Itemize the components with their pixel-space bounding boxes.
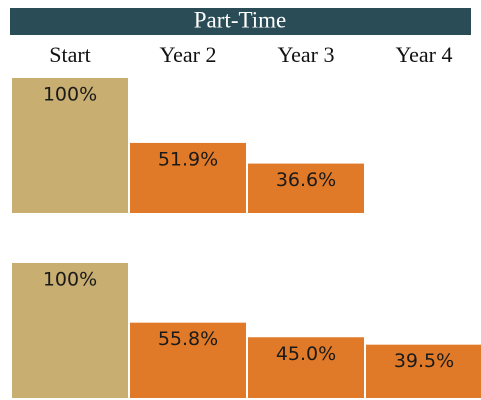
chart-title: Part-Time bbox=[194, 7, 286, 32]
bar bbox=[248, 163, 364, 213]
data-label: 100% bbox=[43, 269, 97, 291]
bar bbox=[12, 263, 128, 398]
title-band bbox=[10, 8, 471, 35]
data-label: 55.8% bbox=[158, 328, 218, 350]
data-label: 36.6% bbox=[276, 169, 336, 191]
category-label: Year 2 bbox=[159, 42, 216, 67]
bar bbox=[248, 337, 364, 398]
data-label: 45.0% bbox=[276, 343, 336, 365]
bar bbox=[366, 344, 481, 398]
category-label: Year 4 bbox=[395, 42, 452, 67]
category-label: Year 3 bbox=[277, 42, 334, 67]
data-label: 51.9% bbox=[158, 148, 218, 170]
bar bbox=[130, 322, 246, 398]
bar bbox=[12, 78, 128, 213]
data-label: 39.5% bbox=[394, 350, 454, 372]
data-label: 100% bbox=[43, 84, 97, 106]
bar bbox=[130, 142, 246, 213]
category-label: Start bbox=[49, 42, 91, 67]
